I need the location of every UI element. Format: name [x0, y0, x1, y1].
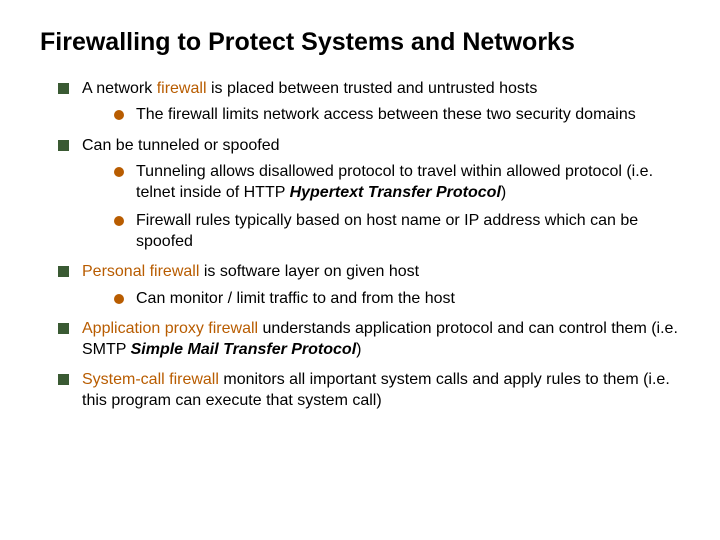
bullet-item: Personal firewall is software layer on g…	[58, 262, 680, 309]
bullet-item: A network firewall is placed between tru…	[58, 79, 680, 126]
text-run: The firewall limits network access betwe…	[136, 106, 636, 123]
sub-bullet-list: Tunneling allows disallowed protocol to …	[82, 162, 680, 252]
bullet-item: Can be tunneled or spoofed Tunneling allo…	[58, 136, 680, 252]
text-run: is placed between trusted and untrusted …	[207, 80, 538, 97]
term-text: Application proxy firewall	[82, 320, 258, 337]
sub-bullet-item: Can monitor / limit traffic to and from …	[114, 289, 680, 309]
sub-bullet-list: The firewall limits network access betwe…	[82, 105, 680, 125]
term-text: System-call firewall	[82, 371, 219, 388]
text-run: A network	[82, 80, 157, 97]
text-run: )	[501, 184, 506, 201]
term-text: firewall	[157, 80, 207, 97]
sub-bullet-item: Firewall rules typically based on host n…	[114, 211, 680, 252]
sub-bullet-item: The firewall limits network access betwe…	[114, 105, 680, 125]
text-run: Firewall rules typically based on host n…	[136, 212, 638, 249]
italic-text: Hypertext Transfer Protocol	[290, 184, 501, 201]
text-run: is software layer on given host	[199, 263, 419, 280]
italic-text: Simple Mail Transfer Protocol	[131, 341, 357, 358]
term-text: Personal firewall	[82, 263, 199, 280]
slide-title: Firewalling to Protect Systems and Netwo…	[40, 28, 680, 57]
text-run: )	[356, 341, 361, 358]
slide: Firewalling to Protect Systems and Netwo…	[0, 0, 720, 540]
bullet-item: Application proxy firewall understands a…	[58, 319, 680, 360]
bullet-item: System-call firewall monitors all import…	[58, 370, 680, 411]
sub-bullet-item: Tunneling allows disallowed protocol to …	[114, 162, 680, 203]
sub-bullet-list: Can monitor / limit traffic to and from …	[82, 289, 680, 309]
bullet-list: A network firewall is placed between tru…	[40, 79, 680, 411]
text-run: Can monitor / limit traffic to and from …	[136, 290, 455, 307]
text-run: Can be tunneled or spoofed	[82, 137, 279, 154]
